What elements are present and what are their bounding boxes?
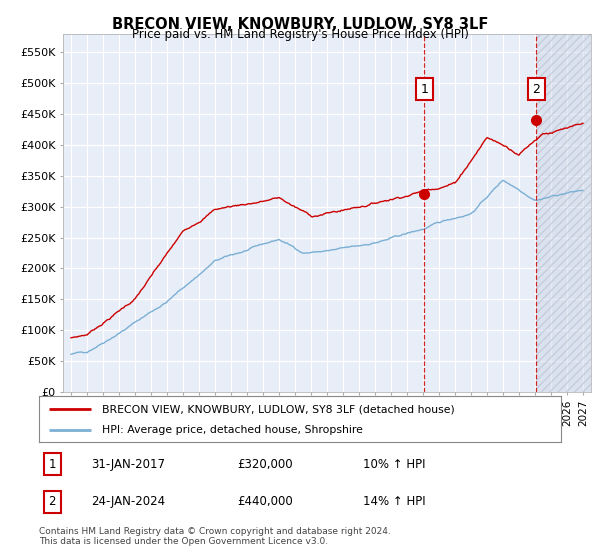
Text: 31-JAN-2017: 31-JAN-2017: [91, 458, 165, 471]
Bar: [536, 34, 591, 392]
Text: 24-JAN-2024: 24-JAN-2024: [91, 495, 166, 508]
Text: 2: 2: [48, 495, 56, 508]
Text: Price paid vs. HM Land Registry's House Price Index (HPI): Price paid vs. HM Land Registry's House …: [131, 28, 469, 41]
Text: 14% ↑ HPI: 14% ↑ HPI: [362, 495, 425, 508]
Text: 2: 2: [532, 83, 540, 96]
Text: BRECON VIEW, KNOWBURY, LUDLOW, SY8 3LF: BRECON VIEW, KNOWBURY, LUDLOW, SY8 3LF: [112, 17, 488, 32]
Text: £320,000: £320,000: [238, 458, 293, 471]
Text: £440,000: £440,000: [238, 495, 293, 508]
Text: 1: 1: [48, 458, 56, 471]
Text: BRECON VIEW, KNOWBURY, LUDLOW, SY8 3LF (detached house): BRECON VIEW, KNOWBURY, LUDLOW, SY8 3LF (…: [101, 404, 454, 414]
Text: 1: 1: [421, 83, 428, 96]
Text: 10% ↑ HPI: 10% ↑ HPI: [362, 458, 425, 471]
Text: Contains HM Land Registry data © Crown copyright and database right 2024.
This d: Contains HM Land Registry data © Crown c…: [39, 526, 391, 546]
Text: HPI: Average price, detached house, Shropshire: HPI: Average price, detached house, Shro…: [101, 426, 362, 436]
